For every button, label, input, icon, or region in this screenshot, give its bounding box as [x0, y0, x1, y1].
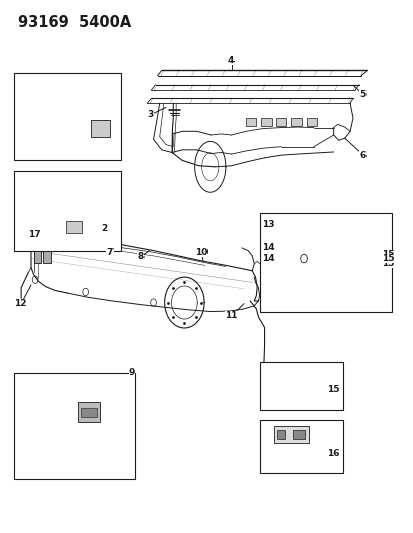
- Text: 14: 14: [261, 244, 273, 253]
- Text: 17: 17: [28, 230, 40, 239]
- Text: 3: 3: [147, 110, 153, 119]
- Text: 9: 9: [129, 368, 135, 377]
- Bar: [14, 171, 120, 251]
- Text: 1: 1: [102, 120, 108, 130]
- Text: 15: 15: [382, 260, 394, 268]
- Text: 3: 3: [147, 110, 153, 119]
- Text: 6: 6: [358, 151, 365, 160]
- Bar: [273, 426, 308, 443]
- Text: 12: 12: [14, 299, 26, 308]
- Bar: [91, 120, 109, 137]
- Bar: [276, 430, 285, 439]
- Bar: [260, 362, 342, 410]
- Text: 11: 11: [225, 311, 238, 320]
- Bar: [81, 408, 97, 417]
- Text: 16: 16: [327, 449, 339, 458]
- Bar: [14, 373, 135, 479]
- Text: 8: 8: [138, 253, 144, 262]
- Bar: [260, 214, 391, 312]
- Bar: [293, 430, 304, 439]
- Bar: [275, 117, 286, 126]
- Text: 10: 10: [195, 248, 208, 257]
- Bar: [14, 73, 120, 160]
- Text: 12: 12: [15, 299, 27, 308]
- Text: 6: 6: [359, 151, 366, 160]
- Text: 15: 15: [381, 251, 393, 260]
- Text: 93169  5400A: 93169 5400A: [18, 14, 131, 30]
- Text: 5: 5: [359, 90, 366, 99]
- Text: 13: 13: [261, 220, 273, 229]
- Bar: [34, 251, 41, 263]
- Text: 11: 11: [225, 311, 237, 320]
- Text: 17: 17: [29, 230, 41, 239]
- Text: 7: 7: [107, 248, 113, 257]
- Text: 7: 7: [106, 248, 112, 257]
- Text: 14: 14: [261, 254, 273, 263]
- Text: 2: 2: [101, 224, 107, 233]
- Bar: [291, 117, 301, 126]
- Bar: [78, 402, 100, 422]
- Bar: [245, 117, 256, 126]
- Text: 15: 15: [327, 385, 339, 394]
- Bar: [260, 420, 342, 473]
- Bar: [66, 221, 82, 232]
- Text: 10: 10: [195, 248, 207, 257]
- Text: 4: 4: [227, 56, 233, 65]
- Text: 4: 4: [228, 56, 234, 65]
- Text: 8: 8: [137, 253, 143, 262]
- Text: 5: 5: [358, 90, 365, 99]
- Bar: [306, 117, 316, 126]
- Bar: [261, 117, 271, 126]
- Text: 15: 15: [382, 254, 394, 263]
- Bar: [43, 251, 51, 263]
